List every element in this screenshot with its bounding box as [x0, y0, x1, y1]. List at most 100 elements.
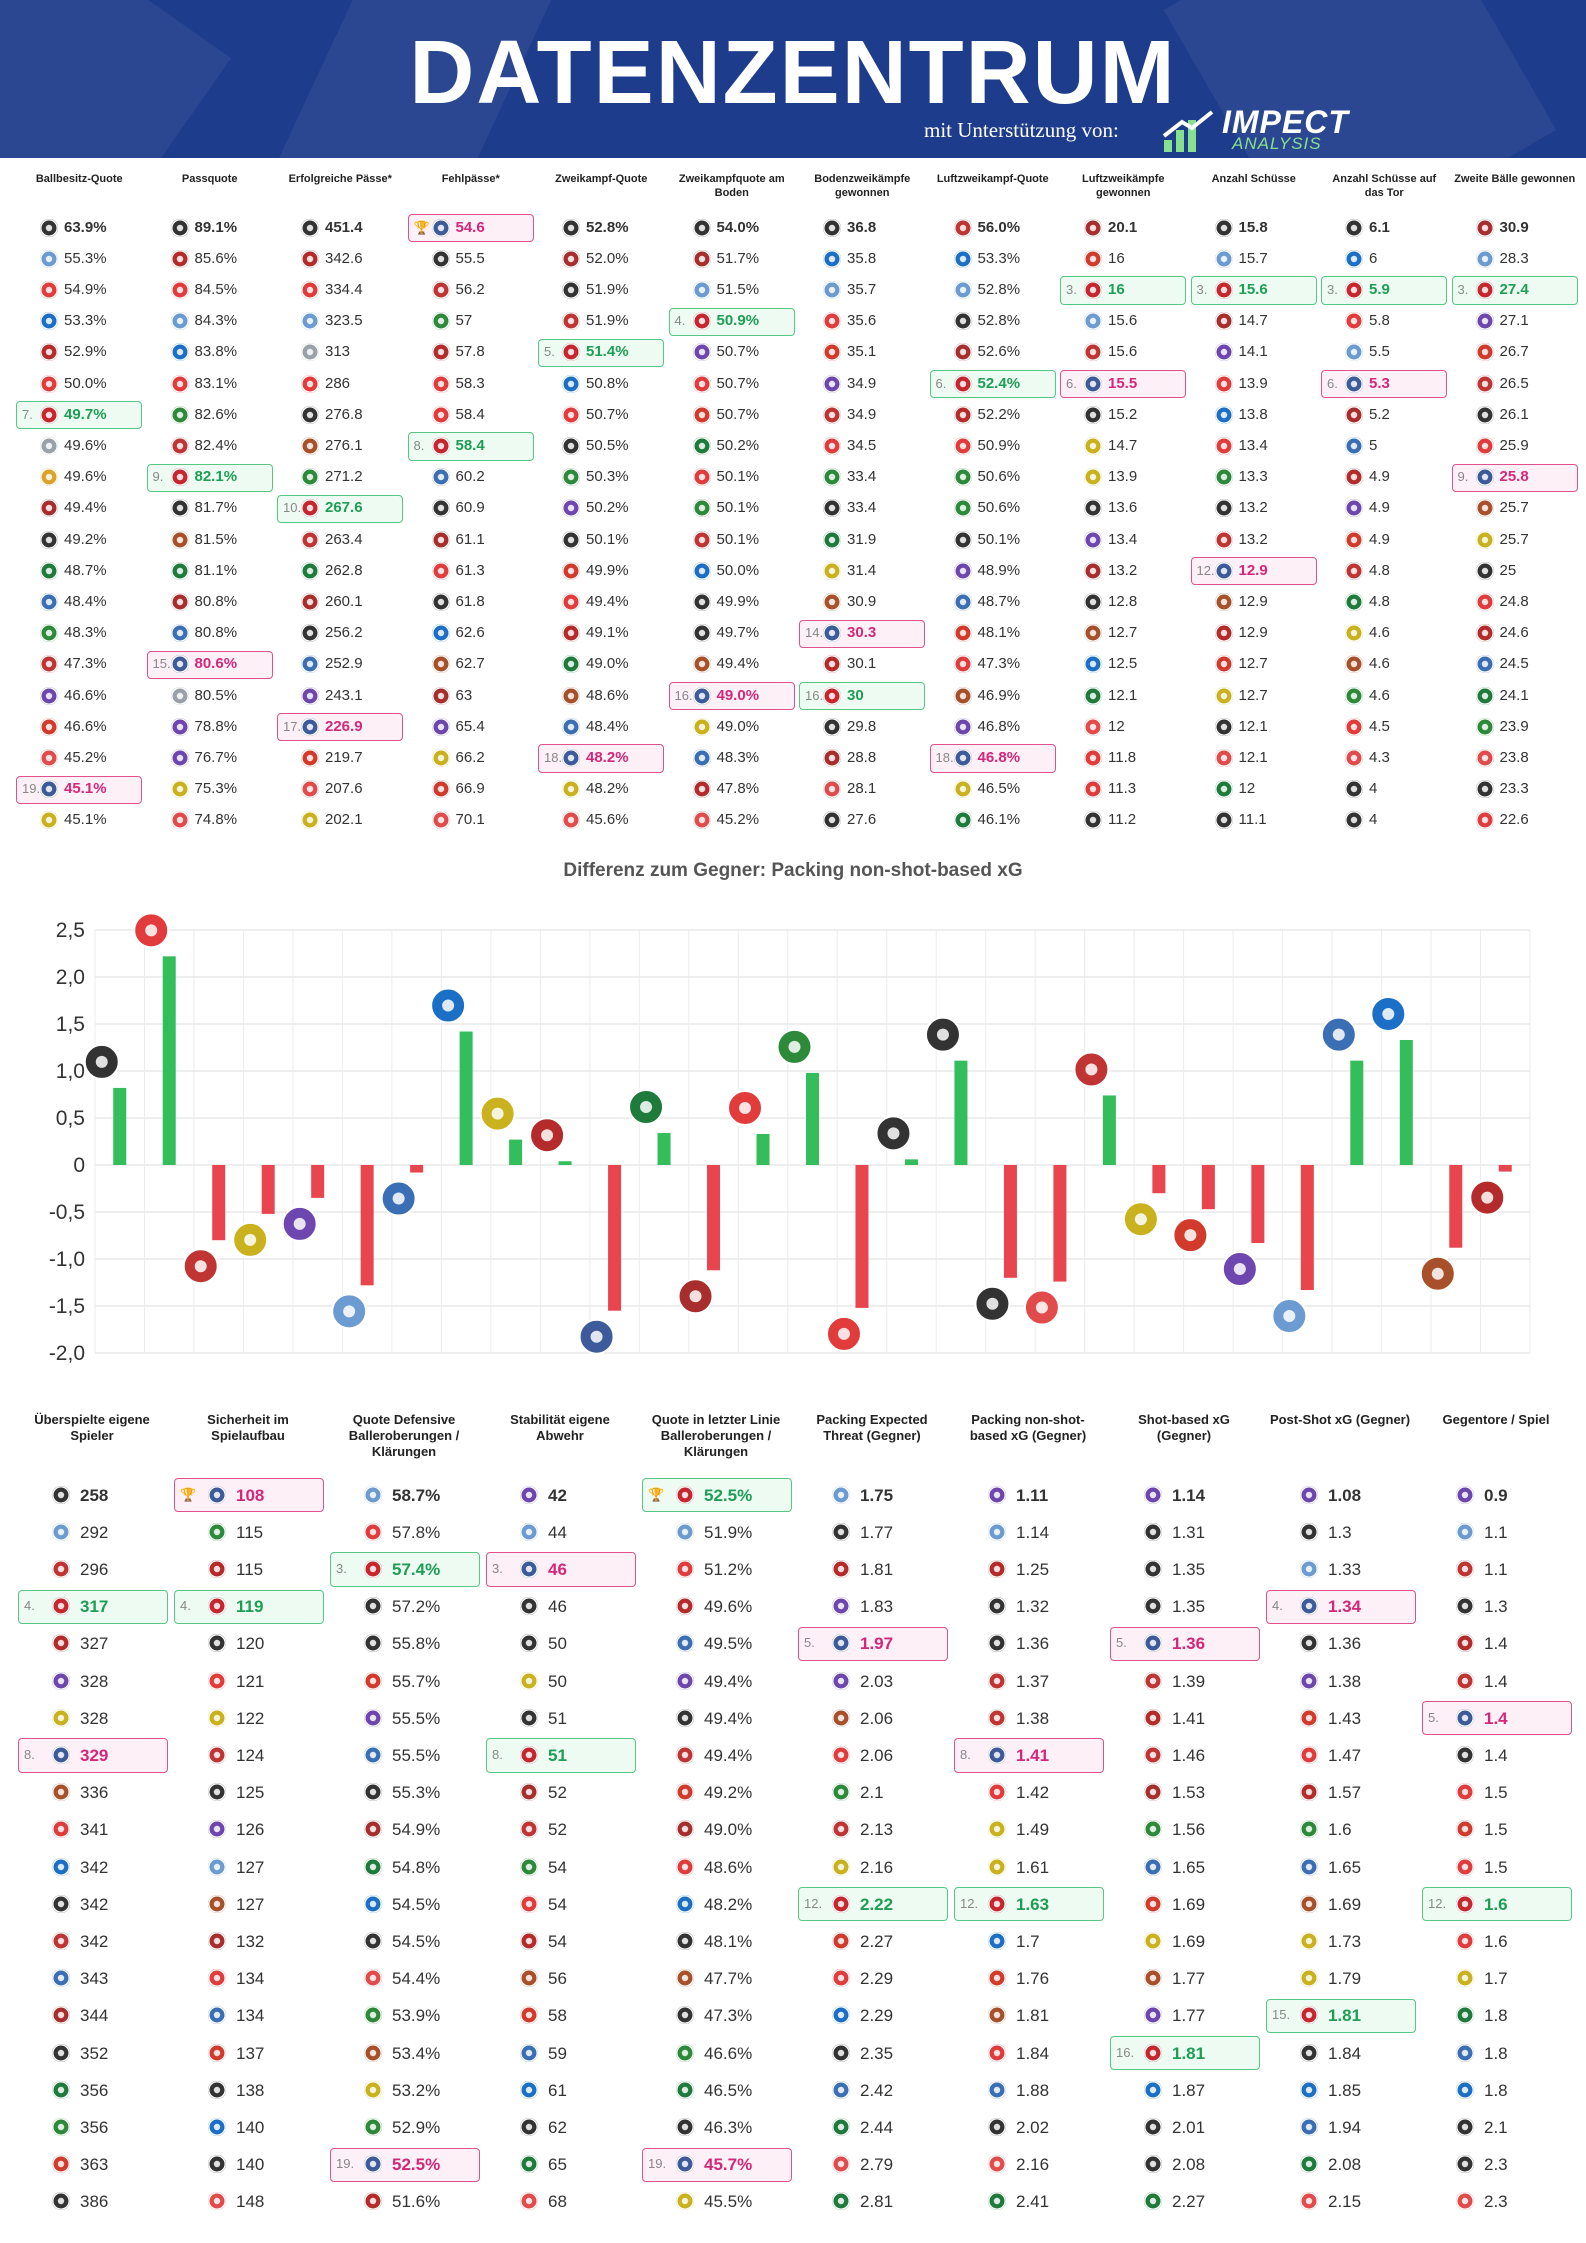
table-row: 55.7% [326, 1662, 482, 1699]
logo-subtitle: ANALYSIS [1232, 134, 1322, 153]
stat-value: 57.2% [392, 1597, 441, 1617]
stat-value: 49.9% [586, 561, 629, 579]
table-row: 1.84 [950, 2034, 1106, 2071]
table-row: 33.4 [797, 462, 928, 493]
club-crest-icon [677, 1278, 714, 1315]
stat-value: 2.3 [1484, 2155, 1508, 2175]
club-crest-icon [676, 2080, 694, 2099]
stat-value: 258 [80, 1485, 109, 1505]
stat-value: 66.2 [455, 748, 485, 766]
table-row: 6 [1319, 243, 1450, 274]
table-row: 81.7% [145, 493, 276, 524]
stat-value: 2.02 [1016, 2117, 1050, 2137]
table-row: 9. 25.8 [1450, 462, 1581, 493]
stat-value: 56.0% [977, 218, 1021, 236]
table-row: 89.1% [145, 212, 276, 243]
stat-value: 121 [236, 1671, 265, 1691]
stat-value: 140 [236, 2155, 265, 2175]
stat-value: 6.1 [1369, 218, 1390, 236]
club-crest-icon [1456, 1522, 1474, 1541]
club-crest-icon [953, 780, 972, 799]
club-crest-icon [170, 592, 189, 611]
stat-value: 2.27 [860, 1931, 894, 1951]
rank-label: 8. [413, 437, 425, 453]
table-row: 28.3 [1450, 243, 1581, 274]
stat-column: Packing Expected Threat (Gegner) 1.75 1.77… [794, 1412, 950, 2232]
stat-value: 54.4% [392, 1969, 441, 1989]
table-row: 127 [170, 1885, 326, 1922]
club-crest-icon [1345, 780, 1363, 799]
club-crest-icon [52, 2155, 70, 2174]
stat-value: 57.8 [455, 343, 485, 361]
club-crest-icon [988, 1485, 1006, 1504]
table-row: 327 [14, 1625, 170, 1662]
table-row: 47.3% [638, 1997, 794, 2034]
club-crest-icon [52, 1931, 70, 1950]
stat-value: 44 [548, 1522, 567, 1542]
stat-value: 13.4 [1238, 436, 1268, 454]
bar [558, 1161, 572, 1165]
stat-value: 48.4% [64, 592, 107, 610]
column-header: Erfolgreiche Pässe* [288, 173, 392, 185]
club-crest-icon [170, 249, 189, 268]
club-crest-icon [988, 1522, 1006, 1541]
club-crest-icon [1456, 1969, 1474, 1988]
table-row: 50.2% [667, 430, 798, 461]
stat-value: 1.37 [1016, 1671, 1050, 1691]
highlight-box-bad [1321, 370, 1447, 399]
table-row: 49.5% [638, 1625, 794, 1662]
stat-value: 12 [1238, 780, 1256, 798]
table-row: 1.8 [1418, 2034, 1574, 2071]
rank-label: 6. [1066, 375, 1077, 391]
table-row: 25.7 [1450, 493, 1581, 524]
club-crest-icon [1300, 1708, 1318, 1727]
table-row: 9. 82.1% [145, 462, 276, 493]
club-crest-icon [988, 2155, 1006, 2174]
column-header: Zweikampf-Quote [555, 173, 648, 185]
club-crest-icon [1300, 1783, 1318, 1802]
club-crest-icon [1345, 280, 1363, 299]
club-crest-icon [823, 748, 841, 767]
rank-label: 5. [544, 344, 555, 360]
table-row: 1.33 [1262, 1550, 1418, 1587]
stat-value: 49.9% [716, 592, 760, 610]
table-row: 1.87 [1106, 2071, 1262, 2108]
table-row: 61.3 [406, 555, 537, 586]
club-crest-icon [1456, 1634, 1474, 1653]
stat-value: 35.1 [847, 343, 877, 361]
stat-value: 15.8 [1238, 218, 1268, 236]
table-row: 76.7% [145, 742, 276, 773]
table-row: 1.08 [1262, 1476, 1418, 1513]
table-row: 1.77 [1106, 1960, 1262, 1997]
highlight-box-bad [668, 682, 795, 711]
club-crest-icon [301, 780, 319, 799]
club-crest-icon [431, 312, 450, 331]
table-row: 12. 12.9 [1189, 555, 1320, 586]
club-crest-icon [301, 655, 319, 674]
stat-value: 202.1 [325, 811, 363, 829]
stat-value: 2.29 [860, 2006, 894, 2026]
stat-value: 1.3 [1328, 1522, 1352, 1542]
club-crest-icon [431, 624, 450, 643]
club-crest-icon [301, 312, 319, 331]
club-crest-icon [83, 1043, 120, 1080]
stat-value: 1.1 [1484, 1522, 1508, 1542]
stat-value: 12.8 [1108, 592, 1138, 610]
table-row: 13.9 [1189, 368, 1320, 399]
stat-value: 334.4 [325, 280, 363, 298]
bar [261, 1165, 275, 1214]
table-row: 12.9 [1189, 618, 1320, 649]
stat-value: 2.06 [860, 1745, 894, 1765]
stat-value: 80.5% [194, 686, 238, 704]
club-crest-icon [953, 468, 972, 487]
highlight-box-good [1422, 1887, 1572, 1922]
highlight-box-bad [1190, 557, 1317, 586]
club-crest-icon [520, 1857, 538, 1876]
stat-value: 35.7 [847, 280, 877, 298]
stat-value: 1.75 [860, 1485, 894, 1505]
stat-value: 54.9% [64, 280, 107, 298]
club-crest-icon [1214, 405, 1233, 424]
stat-value: 1.69 [1172, 1931, 1206, 1951]
rank-label: 3. [492, 1560, 503, 1576]
stat-value: 1.31 [1172, 1522, 1206, 1542]
